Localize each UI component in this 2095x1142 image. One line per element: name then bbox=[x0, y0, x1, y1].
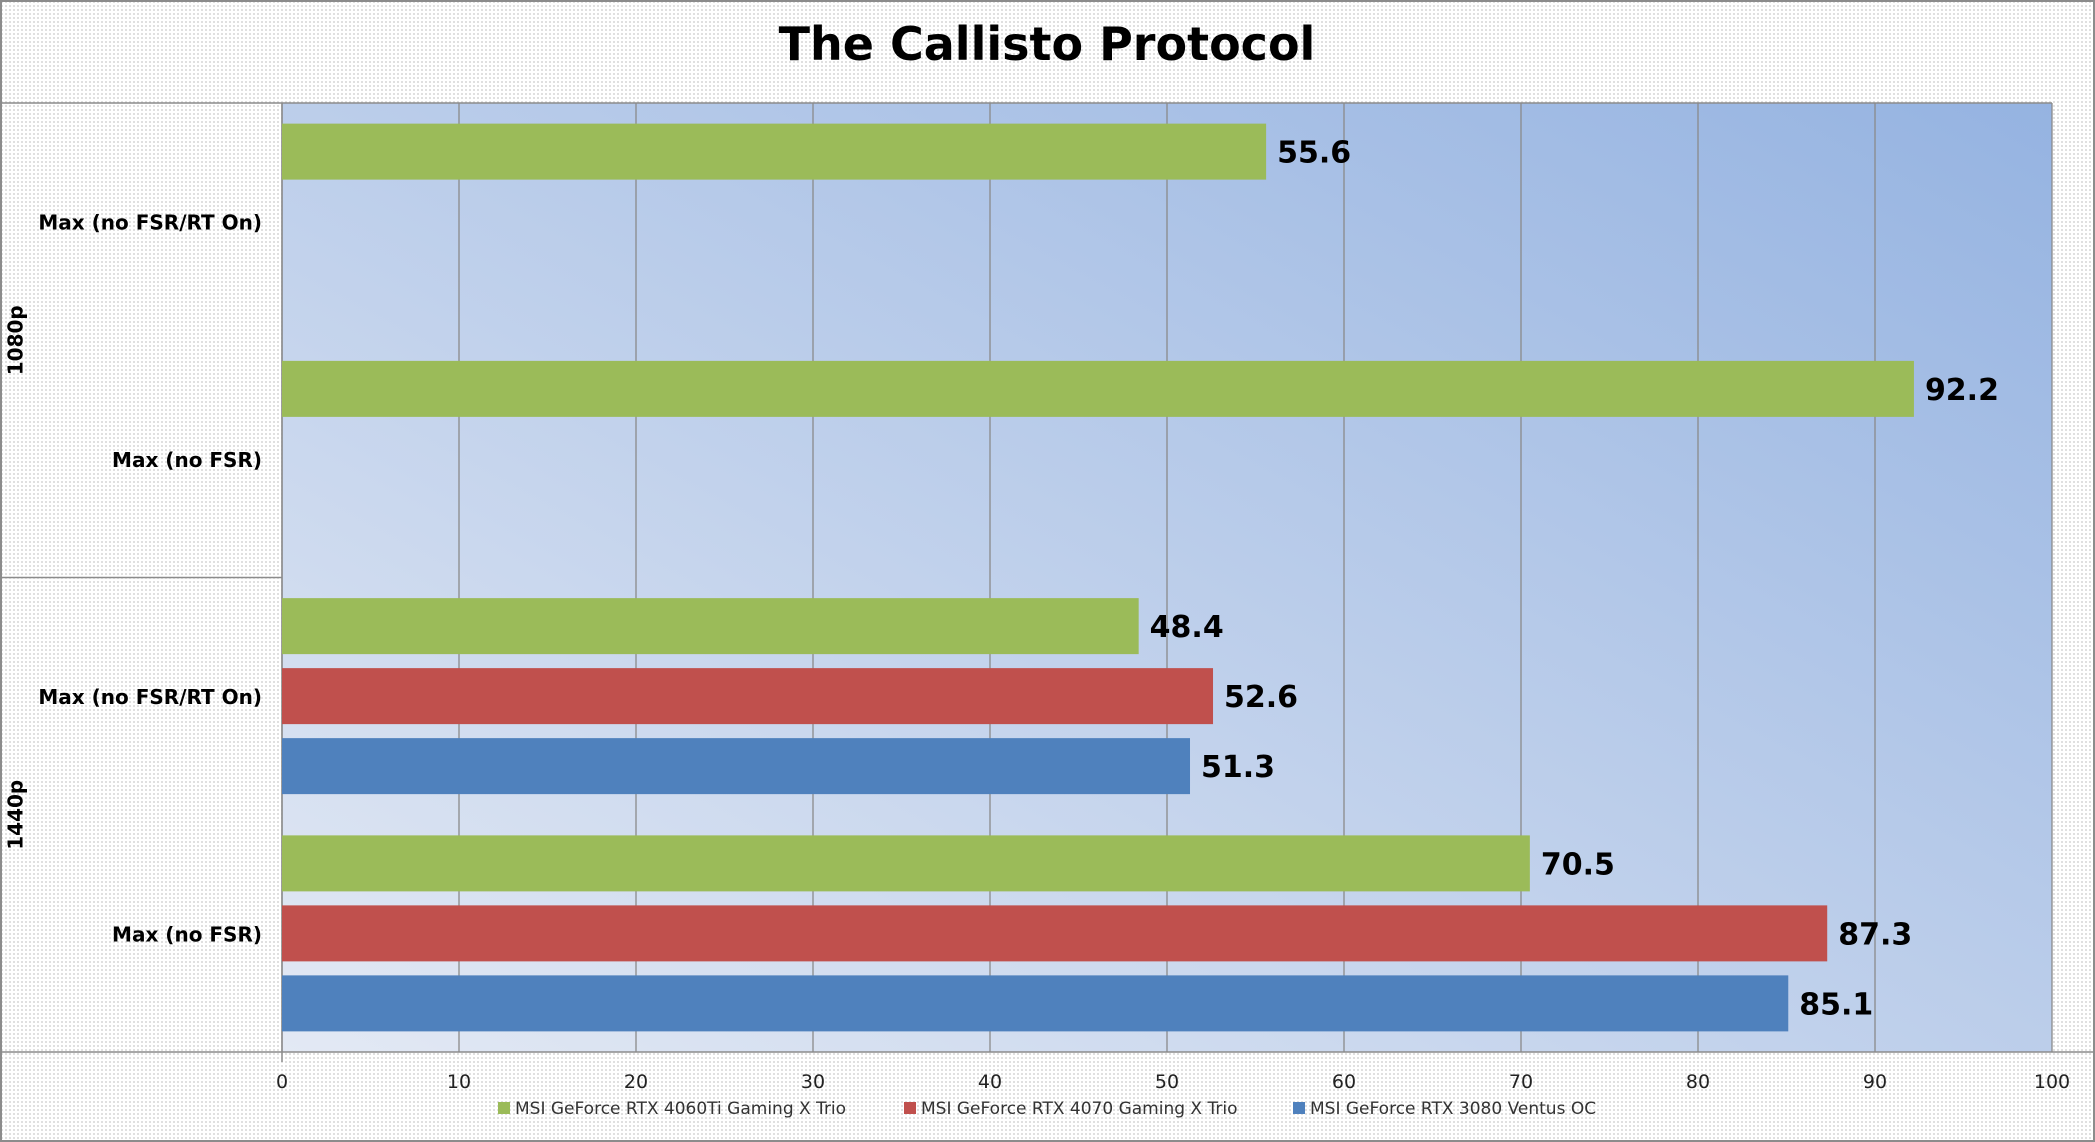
x-tick-label: 70 bbox=[1509, 1071, 1533, 1093]
category-label: Max (no FSR/RT On) bbox=[38, 211, 262, 235]
x-tick-label: 50 bbox=[1155, 1071, 1179, 1093]
x-tick-label: 100 bbox=[2034, 1071, 2070, 1093]
bar-value-label: 55.6 bbox=[1277, 136, 1351, 171]
bar-value-label: 51.3 bbox=[1201, 750, 1275, 785]
legend-swatch bbox=[1293, 1102, 1305, 1114]
bar bbox=[282, 975, 1789, 1032]
gridlines bbox=[281, 103, 2053, 1052]
category-labels: 1080p Max (no FSR/RT On) Max (no FSR) 1440p… bbox=[4, 211, 263, 947]
x-tick-label: 90 bbox=[1863, 1071, 1887, 1093]
legend-swatch bbox=[498, 1102, 510, 1114]
legend-label: MSI GeForce RTX 3080 Ventus OC bbox=[1310, 1099, 1596, 1119]
x-tick-label: 80 bbox=[1686, 1071, 1710, 1093]
bar bbox=[282, 905, 1828, 962]
group-label: 1080p bbox=[4, 305, 28, 375]
bar bbox=[282, 360, 1914, 417]
x-tick-label: 0 bbox=[276, 1071, 288, 1093]
bars: 55.6 92.2 48.452.6 51.3 70.5 87.3 85.1 bbox=[282, 123, 1999, 1032]
x-axis-ticks: 0 10 20 30 40 50 60 70 80 90 100 bbox=[276, 1071, 2070, 1093]
x-tick-label: 30 bbox=[801, 1071, 825, 1093]
bar bbox=[282, 835, 1530, 892]
bar-value-label: 70.5 bbox=[1541, 847, 1615, 882]
bar-value-label: 92.2 bbox=[1925, 373, 1999, 408]
bar bbox=[282, 738, 1191, 795]
category-label: Max (no FSR/RT On) bbox=[38, 685, 262, 709]
x-tick-label: 60 bbox=[1332, 1071, 1356, 1093]
bar bbox=[282, 598, 1139, 655]
bar bbox=[282, 668, 1214, 725]
x-tick-label: 20 bbox=[624, 1071, 648, 1093]
x-tick-label: 40 bbox=[978, 1071, 1002, 1093]
legend-swatch bbox=[904, 1102, 916, 1114]
legend: MSI GeForce RTX 4060Ti Gaming X Trio MSI … bbox=[498, 1099, 1596, 1119]
bar-value-label: 52.6 bbox=[1224, 680, 1298, 715]
category-label: Max (no FSR) bbox=[112, 922, 262, 946]
group-label: 1440p bbox=[4, 780, 28, 850]
x-tick-label: 10 bbox=[447, 1071, 471, 1093]
bar bbox=[282, 123, 1267, 180]
legend-label: MSI GeForce RTX 4070 Gaming X Trio bbox=[921, 1099, 1237, 1119]
chart-title: The Callisto Protocol bbox=[779, 17, 1316, 71]
bar-value-label: 85.1 bbox=[1799, 987, 1873, 1022]
legend-label: MSI GeForce RTX 4060Ti Gaming X Trio bbox=[515, 1099, 846, 1119]
bar-value-label: 48.4 bbox=[1150, 610, 1224, 645]
bar-value-label: 87.3 bbox=[1838, 917, 1912, 952]
category-label: Max (no FSR) bbox=[112, 448, 262, 472]
